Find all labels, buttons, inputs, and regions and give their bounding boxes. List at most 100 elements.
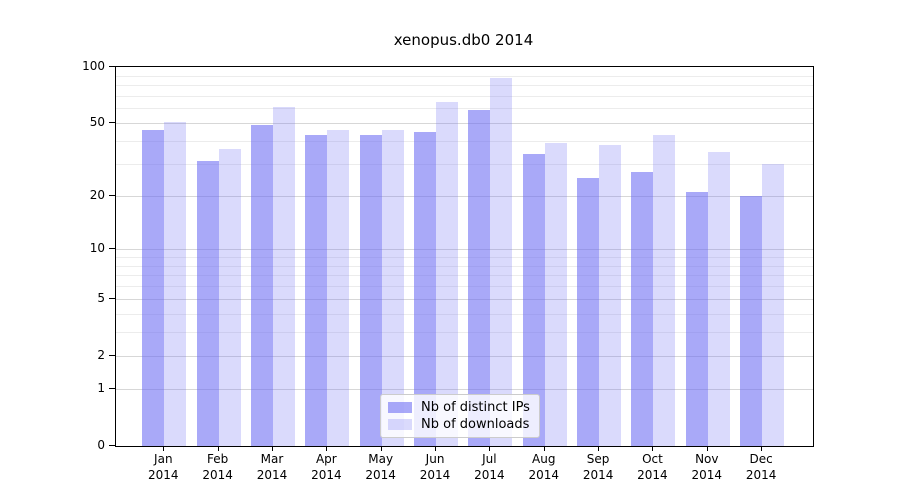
- x-tick-label-feb: Feb 2014: [188, 451, 248, 483]
- y-tick-mark-1: [109, 388, 115, 390]
- x-tick-mark-oct: [652, 446, 654, 451]
- bar-downloads-nov: [707, 151, 730, 446]
- plot-area: Nb of distinct IPs Nb of downloads: [115, 66, 814, 447]
- legend-item-downloads: Nb of downloads: [388, 417, 539, 432]
- x-tick-label-apr: Apr 2014: [296, 451, 356, 483]
- x-tick-label-may: May 2014: [351, 451, 411, 483]
- x-tick-mark-feb: [217, 446, 219, 451]
- y-tick-label-0: 0: [97, 438, 105, 452]
- bar-downloads-apr: [327, 129, 350, 446]
- x-tick-mark-nov: [706, 446, 708, 451]
- bar-distinct-ips-feb: [196, 161, 219, 446]
- bar-downloads-feb: [218, 149, 241, 446]
- y-tick-label-2: 2: [97, 347, 105, 362]
- bar-downloads-mar: [273, 107, 295, 446]
- minor-gridline-7: [116, 275, 813, 277]
- major-gridline-20: [116, 195, 813, 197]
- x-tick-label-dec: Dec 2014: [731, 451, 791, 483]
- chart-title: xenopus.db0 2014: [393, 31, 534, 49]
- minor-gridline-9: [116, 256, 813, 258]
- y-tick-label-50: 50: [89, 115, 105, 130]
- major-gridline-1: [116, 389, 813, 391]
- bar-distinct-ips-dec: [740, 195, 763, 446]
- month-year: 2014: [637, 468, 668, 482]
- x-tick-label-jan: Jan 2014: [133, 451, 193, 483]
- bar-distinct-ips-may: [359, 135, 382, 446]
- x-tick-mark-may: [380, 446, 382, 451]
- major-gridline-5: [116, 298, 813, 300]
- x-tick-label-sep: Sep 2014: [568, 451, 628, 483]
- y-tick-label-1: 1: [97, 381, 105, 396]
- y-tick-label-20: 20: [89, 187, 105, 202]
- bar-distinct-ips-oct: [631, 172, 654, 446]
- bar-distinct-ips-mar: [251, 124, 273, 446]
- y-tick-mark-5: [109, 297, 115, 299]
- month-name: Mar: [260, 452, 284, 466]
- minor-gridline-80: [116, 85, 813, 87]
- bar-distinct-ips-jul: [468, 109, 491, 446]
- bar-downloads-oct: [653, 135, 676, 446]
- minor-gridline-70: [116, 95, 813, 97]
- month-name: Jan: [154, 452, 173, 466]
- bar-downloads-jul: [490, 78, 513, 446]
- y-tick-mark-2: [109, 354, 115, 356]
- x-tick-label-jun: Jun 2014: [405, 451, 465, 483]
- month-name: Jun: [425, 452, 445, 466]
- x-tick-label-aug: Aug 2014: [514, 451, 574, 483]
- bar-downloads-aug: [544, 143, 567, 446]
- y-tick-mark-10: [109, 248, 115, 250]
- minor-gridline-60: [116, 108, 813, 110]
- month-name: May: [368, 452, 394, 466]
- y-tick-label-10: 10: [89, 241, 105, 256]
- x-tick-label-jul: Jul 2014: [459, 451, 519, 483]
- bar-distinct-ips-sep: [577, 178, 600, 446]
- x-tick-label-mar: Mar 2014: [242, 451, 302, 483]
- minor-gridline-90: [116, 75, 813, 77]
- y-tick-label-5: 5: [97, 290, 105, 305]
- bar-downloads-sep: [599, 145, 622, 446]
- dark-purple-swatch: [388, 401, 412, 413]
- bar-downloads-may: [381, 129, 404, 446]
- month-name: Oct: [642, 452, 663, 466]
- major-gridline-2: [116, 355, 813, 357]
- month-year: 2014: [256, 468, 288, 482]
- major-gridline-10: [116, 249, 813, 251]
- month-year: 2014: [474, 468, 505, 482]
- x-tick-label-oct: Oct 2014: [622, 451, 682, 483]
- month-name: Jul: [482, 452, 497, 466]
- x-tick-mark-jul: [489, 446, 491, 451]
- month-name: Dec: [749, 452, 773, 466]
- x-tick-label-nov: Nov 2014: [677, 451, 737, 483]
- month-year: 2014: [745, 468, 777, 482]
- major-gridline-50: [116, 123, 813, 125]
- month-name: Apr: [315, 452, 337, 466]
- bar-distinct-ips-aug: [522, 154, 545, 446]
- x-tick-mark-jan: [163, 446, 165, 451]
- month-year: 2014: [419, 468, 451, 482]
- month-year: 2014: [582, 468, 614, 482]
- minor-gridline-6: [116, 286, 813, 288]
- month-year: 2014: [528, 468, 560, 482]
- minor-gridline-30: [116, 163, 813, 165]
- month-name: Aug: [532, 452, 556, 466]
- y-tick-mark-50: [109, 122, 115, 124]
- x-tick-mark-mar: [272, 446, 273, 451]
- x-tick-mark-dec: [761, 446, 763, 451]
- y-tick-label-100: 100: [82, 59, 105, 73]
- legend-item-distinct-ips: Nb of distinct IPs: [388, 400, 539, 415]
- x-tick-mark-jun: [435, 446, 437, 451]
- month-year: 2014: [202, 468, 233, 482]
- minor-gridline-3: [116, 332, 813, 334]
- bar-distinct-ips-jun: [414, 131, 437, 446]
- x-tick-mark-apr: [326, 446, 328, 451]
- legend-label: Nb of distinct IPs: [421, 399, 530, 415]
- month-year: 2014: [691, 468, 723, 482]
- bar-distinct-ips-apr: [305, 135, 328, 446]
- x-tick-mark-aug: [543, 446, 545, 451]
- bar-downloads-jun: [436, 101, 459, 446]
- month-name: Feb: [207, 452, 229, 466]
- bar-distinct-ips-nov: [685, 192, 708, 446]
- bar-downloads-dec: [762, 164, 785, 446]
- y-tick-mark-100: [109, 66, 115, 67]
